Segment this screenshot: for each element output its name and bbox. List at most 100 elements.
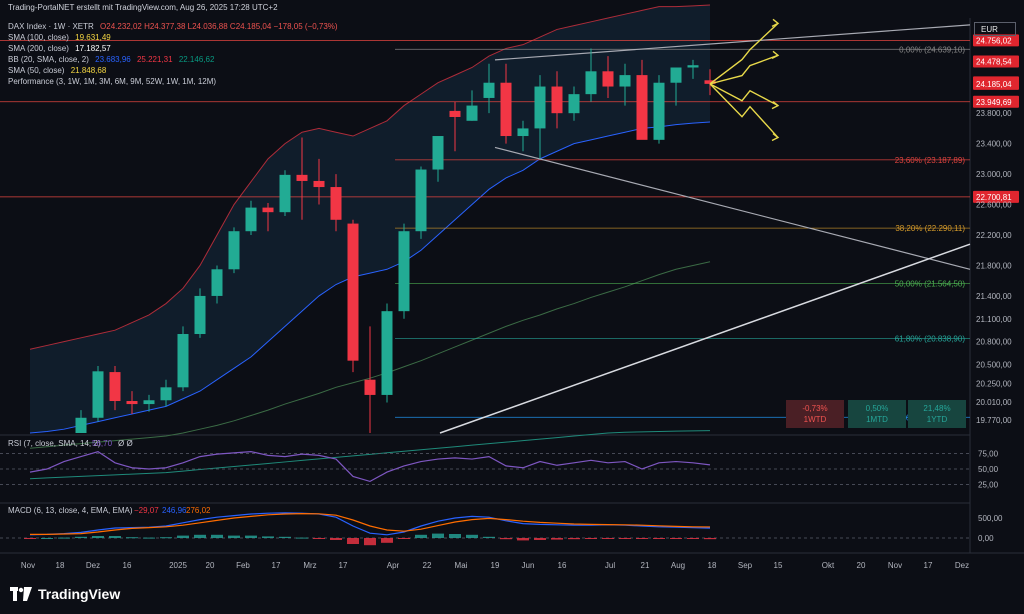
candle-body <box>398 231 410 312</box>
macd-histogram-bar <box>330 538 342 540</box>
macd-histogram-bar <box>551 538 563 540</box>
time-axis-label: Aug <box>671 561 685 570</box>
sma200-label: SMA (200, close) <box>8 44 69 53</box>
candle-body <box>160 387 172 401</box>
rsi-axis-label: 75,00 <box>978 450 999 459</box>
time-axis-label: 20 <box>857 561 866 570</box>
macd-histogram-bar <box>177 535 189 538</box>
macd-histogram-bar <box>211 534 223 538</box>
time-axis-label: 17 <box>272 561 281 570</box>
macd-histogram-bar <box>449 534 461 538</box>
rsi-line <box>29 450 711 483</box>
candle-body <box>619 75 631 87</box>
performance-value: 0,50% <box>866 404 889 413</box>
candle-body <box>245 207 257 232</box>
time-axis-label: Dez <box>955 561 969 570</box>
time-axis-label: 22 <box>423 561 432 570</box>
candle-body <box>381 311 393 395</box>
legend-sma200[interactable]: SMA (200, close) 17.182,57 <box>8 44 115 54</box>
time-axis-label: Dez <box>86 561 100 570</box>
macd-histogram-bar <box>194 534 206 538</box>
bb-label: BB (20, SMA, close, 2) <box>8 55 89 64</box>
price-badge <box>973 55 1019 68</box>
price-axis-label: 23.000,00 <box>976 170 1012 179</box>
macd-histogram-bar <box>517 538 529 541</box>
price-axis-label: 23.800,00 <box>976 109 1012 118</box>
macd-axis-label: 0,00 <box>978 534 994 543</box>
fib-level-label: 0,00% (24.639,10) <box>899 45 965 54</box>
candle-body <box>330 187 342 220</box>
candle-body <box>568 94 580 114</box>
macd-histogram-bar <box>670 538 682 539</box>
candle-body <box>347 223 359 361</box>
time-axis-label: 16 <box>123 561 132 570</box>
time-axis-label: Sep <box>738 561 753 570</box>
currency-selector[interactable]: EUR <box>974 22 1016 36</box>
macd-histogram-bar <box>24 538 36 539</box>
scenario-arrowhead <box>771 50 780 59</box>
macd-histogram-bar <box>58 537 70 539</box>
performance-box <box>848 400 906 428</box>
candle-body <box>670 67 682 83</box>
macd-histogram-bar <box>704 538 716 540</box>
macd-histogram-bar <box>228 535 240 538</box>
performance-value: -0,73% <box>802 404 827 413</box>
legend-performance[interactable]: Performance (3, 1W, 1M, 3M, 6M, 9M, 52W,… <box>8 77 220 87</box>
candle-body <box>449 110 461 117</box>
fib-level-label: 38,20% (22.290,11) <box>895 224 965 233</box>
time-axis-label: 16 <box>558 561 567 570</box>
rsi-label: RSI (7, close, SMA, 14, 2) <box>8 439 101 448</box>
macd-histogram-bar <box>279 536 291 538</box>
rsi-value: 56,70 <box>92 439 113 448</box>
candle-body <box>279 174 291 213</box>
price-axis-label: 19.770,00 <box>976 416 1012 425</box>
legend-sma50[interactable]: SMA (50, close) 21.848,68 <box>8 66 110 76</box>
price-badge <box>973 77 1019 90</box>
candle-body <box>228 231 240 270</box>
scenario-arrowhead <box>771 101 780 110</box>
chart-credit: Trading-PortalNET erstellt mit TradingVi… <box>8 3 278 12</box>
macd-histogram-bar <box>313 538 325 539</box>
candle-body <box>483 82 495 98</box>
price-axis-label: 23.400,00 <box>976 140 1012 149</box>
performance-period: 1YTD <box>927 415 948 424</box>
price-axis-label: 21.800,00 <box>976 261 1012 270</box>
candle-body <box>500 82 512 137</box>
candle-body <box>177 334 189 388</box>
macd-histogram-bar <box>687 538 699 539</box>
symbol-name[interactable]: DAX Index · 1W · XETR <box>8 22 94 31</box>
tradingview-logo[interactable]: TradingView <box>10 586 120 602</box>
price-axis-label: 20.250,00 <box>976 380 1012 389</box>
performance-box <box>908 400 966 428</box>
legend-symbol-row: DAX Index · 1W · XETR O24.232,02 H24.377… <box>8 22 342 32</box>
trendline-upper <box>494 24 971 61</box>
time-axis-label: 19 <box>491 561 500 570</box>
performance-label: Performance (3, 1W, 1M, 3M, 6M, 9M, 52W,… <box>8 77 217 86</box>
candle-body <box>75 417 87 433</box>
time-axis-label: 2025 <box>169 561 187 570</box>
macd-histogram-bar <box>398 538 410 539</box>
performance-period: 1MTD <box>866 415 888 424</box>
legend-bb[interactable]: BB (20, SMA, close, 2) 23.683,96 25.221,… <box>8 55 218 65</box>
macd-histogram-bar <box>41 538 53 539</box>
sma50-value: 21.848,68 <box>70 66 107 75</box>
time-axis-label: Jun <box>522 561 535 570</box>
bb-middle-line <box>29 121 711 434</box>
rsi-axis-label: 50,00 <box>978 465 999 474</box>
price-badge-label: 23.949,69 <box>976 98 1012 107</box>
macd-value-2: 246,96 <box>162 506 187 515</box>
candle-body <box>704 80 716 84</box>
macd-histogram-bar <box>619 538 631 539</box>
candle-body <box>534 86 546 129</box>
macd-histogram-bar <box>262 536 274 538</box>
fib-level-label: 23,60% (23.187,89) <box>895 156 966 165</box>
scenario-arrowhead <box>771 18 780 27</box>
macd-histogram-bar <box>466 534 478 538</box>
time-axis-label: Jul <box>605 561 615 570</box>
bb-value-1: 23.683,96 <box>95 55 131 64</box>
legend-sma100[interactable]: SMA (100, close) 19.631,49 <box>8 33 115 43</box>
macd-histogram-bar <box>126 537 138 539</box>
price-badge-label: 24.756,02 <box>976 36 1012 45</box>
price-badge-label: 22.700,81 <box>976 193 1012 202</box>
